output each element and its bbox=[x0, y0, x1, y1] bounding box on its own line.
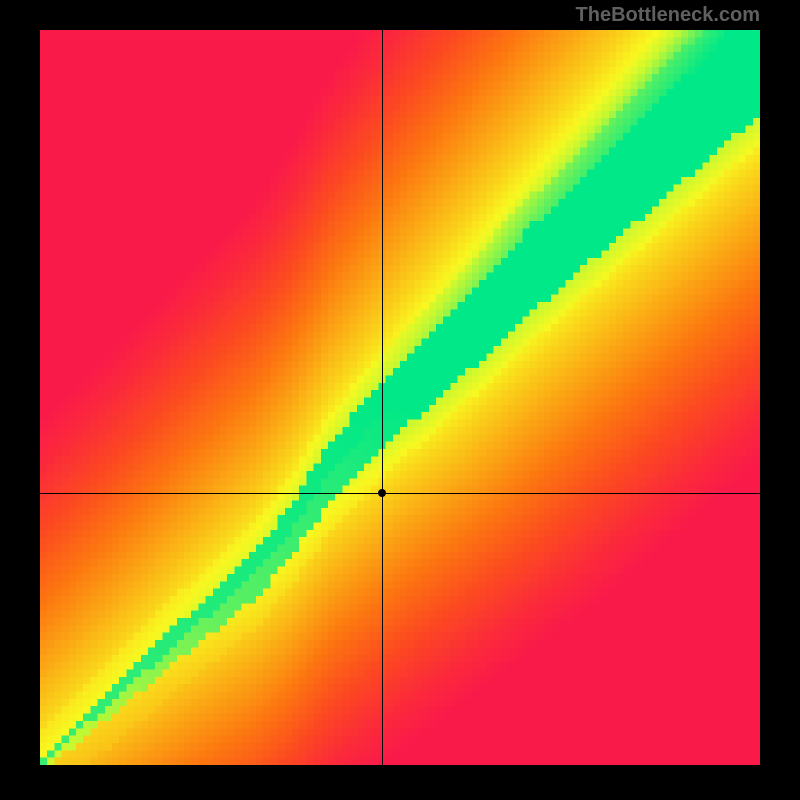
bottleneck-heatmap bbox=[40, 30, 760, 765]
watermark-text: TheBottleneck.com bbox=[576, 4, 760, 27]
crosshair-dot bbox=[378, 489, 386, 497]
crosshair-horizontal bbox=[40, 493, 760, 494]
chart-container: TheBottleneck.com bbox=[0, 0, 800, 800]
crosshair-vertical bbox=[382, 30, 383, 765]
